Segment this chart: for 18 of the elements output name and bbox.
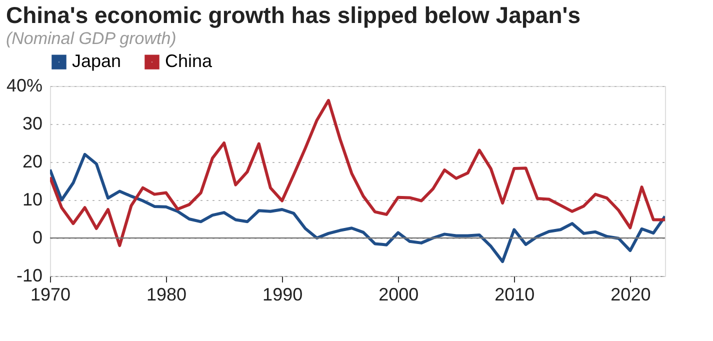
- legend-label: Japan: [72, 51, 122, 72]
- x-tick-label: 1990: [262, 284, 303, 304]
- x-tick-label: 1970: [30, 284, 71, 304]
- y-tick-label: 0: [32, 228, 42, 248]
- y-tick-label: 20: [22, 152, 42, 172]
- line-series: [50, 152, 665, 264]
- line-series: [50, 98, 665, 248]
- chart-subtitle: (Nominal GDP growth): [6, 29, 176, 48]
- x-tick-label: 2020: [610, 284, 651, 304]
- x-tick-label: 2000: [378, 284, 419, 304]
- legend-label: China: [165, 51, 214, 72]
- y-tick-label: -10: [16, 266, 42, 286]
- chart-title: China's economic growth has slipped below Japan's: [6, 2, 581, 28]
- x-tick-label: 2010: [494, 284, 535, 304]
- y-tick-label: 40%: [6, 76, 42, 96]
- y-tick-label: 10: [22, 190, 42, 210]
- y-tick-label: 30: [22, 114, 42, 134]
- x-tick-label: 1980: [146, 284, 187, 304]
